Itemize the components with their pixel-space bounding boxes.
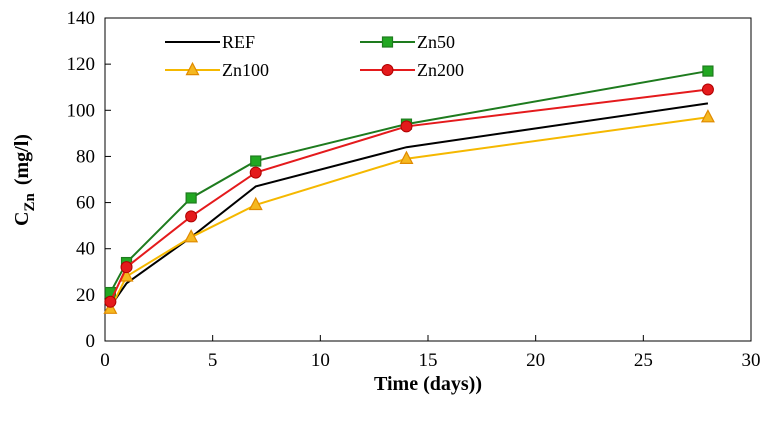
point-zn100-2 (184, 229, 199, 243)
y-tick-label-2: 40 (76, 239, 95, 260)
series-ref (109, 102, 709, 307)
point-zn100-4 (399, 150, 414, 164)
legend-label-zn200: Zn200 (417, 60, 464, 80)
y-axis-title: CZn (mg/l) (11, 134, 38, 226)
point-zn50-5 (702, 65, 714, 77)
x-tick-label-5: 25 (634, 350, 653, 371)
point-zn50-3 (250, 155, 262, 167)
point-zn200-4 (400, 120, 413, 133)
point-zn200-3 (249, 166, 262, 179)
legend-label-ref: REF (222, 32, 255, 52)
y-axis-ticks: 0 20 40 60 80 100 120 140 (67, 8, 111, 352)
series-layer (103, 65, 715, 314)
point-zn100-5 (700, 109, 715, 123)
x-tick-label-6: 30 (742, 350, 761, 371)
x-axis-title: Time (days)) (374, 373, 482, 395)
series-zn200 (104, 83, 714, 308)
point-zn100-3 (248, 196, 263, 211)
x-tick-label-3: 15 (419, 350, 438, 371)
legend-label-zn100: Zn100 (222, 60, 269, 80)
y-tick-label-1: 20 (76, 285, 95, 306)
legend-label-zn50: Zn50 (417, 32, 455, 52)
y-tick-label-3: 60 (76, 193, 95, 214)
x-tick-label-4: 20 (526, 350, 545, 371)
y-axis-title-unit: (mg/l) (11, 134, 33, 185)
series-zn100 (103, 109, 715, 314)
legend-item-zn200: Zn200 (360, 60, 464, 80)
legend-item-zn100: Zn100 (165, 60, 269, 80)
series-line-zn200 (109, 88, 709, 303)
y-tick-label-7: 140 (67, 8, 96, 29)
x-tick-label-2: 10 (311, 350, 330, 371)
x-tick-label-0: 0 (100, 350, 110, 371)
series-line-ref (109, 102, 709, 307)
point-zn200-0 (104, 295, 117, 308)
y-tick-label-5: 100 (67, 100, 96, 121)
y-tick-label-0: 0 (86, 331, 96, 352)
point-zn50-2 (185, 192, 197, 204)
legend-swatch-marker-zn200 (381, 64, 394, 76)
point-zn200-5 (701, 83, 714, 96)
series-line-zn100 (109, 116, 709, 310)
x-tick-label-1: 5 (208, 350, 218, 371)
y-axis-title-main: C (11, 212, 33, 226)
point-zn200-1 (120, 261, 133, 274)
series-line-zn50 (109, 70, 709, 294)
y-axis-title-subscript: Zn (22, 192, 38, 211)
legend-swatch-marker-zn50 (381, 36, 394, 48)
legend: REF Zn50 Zn100 Zn200 (165, 32, 464, 80)
legend-item-ref: REF (165, 32, 255, 52)
legend-swatch-marker-zn100 (185, 61, 200, 76)
point-zn200-2 (185, 210, 198, 223)
y-tick-label-4: 80 (76, 146, 95, 167)
y-tick-label-6: 120 (67, 54, 96, 75)
x-axis-ticks: 0 5 10 15 20 25 30 (100, 335, 761, 371)
legend-item-zn50: Zn50 (360, 32, 455, 52)
